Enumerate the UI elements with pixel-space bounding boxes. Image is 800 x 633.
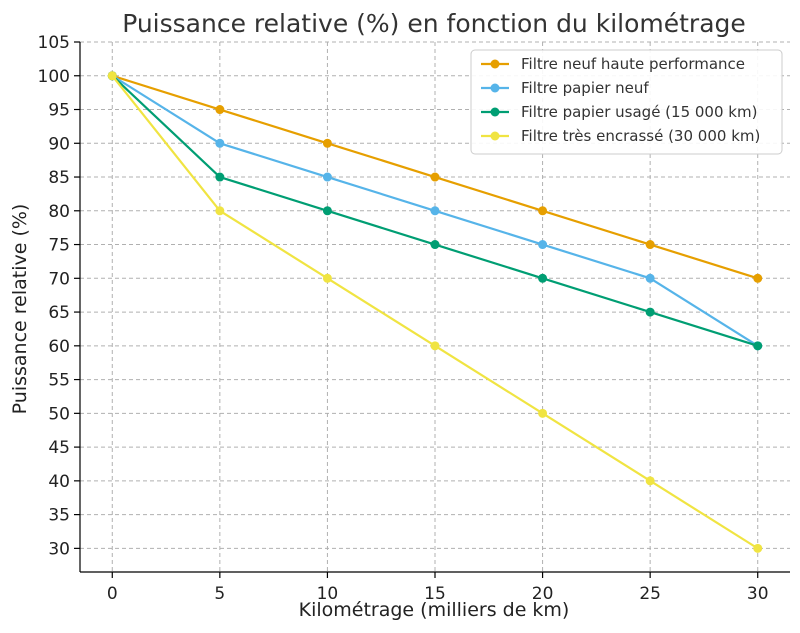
y-tick-label: 85 <box>48 168 70 188</box>
data-point <box>322 206 332 216</box>
legend-marker <box>490 59 500 69</box>
y-tick-label: 50 <box>48 404 70 424</box>
y-tick-label: 105 <box>38 33 70 53</box>
data-point <box>753 273 763 283</box>
data-point <box>753 543 763 553</box>
y-tick-label: 90 <box>48 134 70 154</box>
chart-title: Puissance relative (%) en fonction du ki… <box>122 9 746 38</box>
x-tick-label: 20 <box>532 584 554 604</box>
data-point <box>538 240 548 250</box>
data-point <box>430 341 440 351</box>
data-point <box>215 105 225 115</box>
data-point <box>107 71 117 81</box>
data-point <box>538 273 548 283</box>
data-point <box>538 408 548 418</box>
legend-marker <box>490 131 500 141</box>
y-tick-label: 60 <box>48 337 70 357</box>
data-point <box>645 273 655 283</box>
legend-label: Filtre papier usagé (15 000 km) <box>521 103 757 121</box>
y-axis-label: Puissance relative (%) <box>9 204 31 415</box>
data-point <box>215 138 225 148</box>
x-tick-label: 25 <box>639 584 661 604</box>
data-point <box>430 172 440 182</box>
y-tick-label: 80 <box>48 202 70 222</box>
x-tick-label: 5 <box>214 584 225 604</box>
series-1 <box>107 71 763 283</box>
legend-entry: Filtre papier neuf <box>481 79 649 97</box>
legend-entry: Filtre neuf haute performance <box>481 55 745 73</box>
y-tick-label: 45 <box>48 438 70 458</box>
legend-entry: Filtre très encrassé (30 000 km) <box>481 127 760 145</box>
data-point <box>645 307 655 317</box>
y-tick-label: 55 <box>48 371 70 391</box>
y-tick-label: 30 <box>48 539 70 559</box>
data-point <box>322 138 332 148</box>
series-4 <box>107 71 763 553</box>
legend-marker <box>490 107 500 117</box>
legend-entry: Filtre papier usagé (15 000 km) <box>481 103 757 121</box>
data-point <box>322 172 332 182</box>
data-point <box>753 341 763 351</box>
data-point <box>430 240 440 250</box>
data-point <box>430 206 440 216</box>
x-tick-label: 0 <box>107 584 118 604</box>
legend-label: Filtre neuf haute performance <box>521 55 745 73</box>
x-tick-label: 10 <box>317 584 339 604</box>
y-ticks: 30 35 40 45 50 55 60 65 70 75 80 85 90 95 100 105 <box>38 33 80 559</box>
legend-label: Filtre papier neuf <box>521 79 649 97</box>
y-tick-label: 100 <box>38 67 70 87</box>
legend: Filtre neuf haute performance Filtre papi… <box>470 49 783 155</box>
legend-marker <box>490 83 500 93</box>
y-tick-label: 95 <box>48 101 70 121</box>
grid <box>80 41 790 572</box>
x-axis-label: Kilométrage (milliers de km) <box>299 599 570 621</box>
x-tick-label: 15 <box>424 584 446 604</box>
data-point <box>215 206 225 216</box>
y-tick-label: 70 <box>48 269 70 289</box>
x-tick-label: 30 <box>747 584 769 604</box>
data-point <box>645 476 655 486</box>
data-point <box>322 273 332 283</box>
data-point <box>538 206 548 216</box>
y-tick-label: 75 <box>48 236 70 256</box>
x-ticks: 0 5 10 15 20 25 30 <box>107 572 769 604</box>
y-tick-label: 65 <box>48 303 70 323</box>
data-point <box>645 240 655 250</box>
data-point <box>215 172 225 182</box>
legend-box <box>470 49 783 155</box>
y-tick-label: 35 <box>48 506 70 526</box>
series-group <box>107 71 763 553</box>
legend-label: Filtre très encrassé (30 000 km) <box>521 127 760 145</box>
y-tick-label: 40 <box>48 472 70 492</box>
